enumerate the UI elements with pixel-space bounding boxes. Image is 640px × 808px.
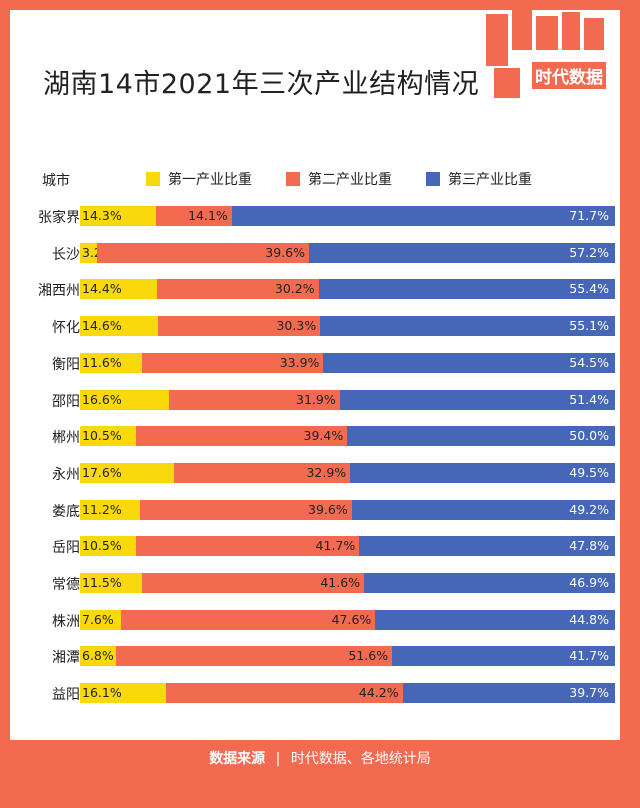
data-source: 数据来源 | 时代数据、各地统计局 bbox=[0, 748, 640, 768]
bar-row: 10.5% 39.4% 50.0% bbox=[80, 426, 615, 447]
bar-segment-tertiary: 51.4% bbox=[339, 389, 615, 410]
bar-segment-primary: 14.4% bbox=[80, 279, 158, 300]
bar-segment-primary: 16.1% bbox=[80, 683, 167, 704]
bar-row: 14.6% 30.3% 55.1% bbox=[80, 316, 615, 337]
bar-segment-primary: 11.5% bbox=[80, 573, 142, 593]
bar-segment-tertiary: 49.2% bbox=[351, 499, 615, 520]
bar-segment-secondary: 30.3% bbox=[158, 316, 321, 337]
bar-segment-tertiary: 55.4% bbox=[318, 279, 615, 300]
bar-segment-secondary: 51.6% bbox=[116, 646, 393, 667]
bar-segment-tertiary: 47.8% bbox=[359, 536, 615, 557]
brand-logo: 时代数据 bbox=[474, 2, 634, 102]
bar-segment-primary: 14.3% bbox=[80, 206, 157, 226]
bar-row: 7.6% 47.6% 44.8% bbox=[80, 609, 615, 630]
city-label: 郴州 bbox=[52, 430, 80, 447]
city-label: 株洲 bbox=[52, 613, 80, 630]
bar-segment-secondary: 41.6% bbox=[141, 573, 365, 593]
source-label: 数据来源 bbox=[209, 751, 266, 767]
source-separator: | bbox=[275, 751, 281, 767]
bar-row: 6.8% 51.6% 41.7% bbox=[80, 646, 615, 667]
bar-row: 3.2%39.6%57.2% bbox=[80, 242, 615, 263]
bar-segment-secondary: 30.2% bbox=[157, 279, 319, 300]
bar-segment-primary: 10.5% bbox=[80, 536, 137, 557]
legend-label-tertiary: 第三产业比重 bbox=[448, 172, 532, 188]
bar-segment-primary: 16.6% bbox=[80, 389, 169, 410]
chart-title: 湖南14市2021年三次产业结构情况 bbox=[43, 69, 480, 100]
bar-row: 16.1% 44.2% 39.7% bbox=[80, 683, 615, 704]
bar-segment-secondary: 32.9% bbox=[174, 462, 351, 483]
city-label: 衡阳 bbox=[52, 356, 80, 373]
bar-segment-tertiary: 50.0% bbox=[347, 426, 615, 447]
bar-segment-secondary: 47.6% bbox=[120, 609, 376, 630]
bar-segment-secondary: 31.9% bbox=[168, 389, 340, 410]
city-label: 湘潭 bbox=[52, 650, 80, 667]
bar-segment-primary: 7.6% bbox=[80, 609, 121, 630]
bar-segment-secondary: 39.6% bbox=[139, 499, 352, 520]
bar-row: 14.3% 14.1% 71.7% bbox=[80, 206, 615, 226]
legend-item-secondary: 第二产业比重 bbox=[286, 169, 392, 189]
bar-row: 11.5% 41.6% 46.9% bbox=[80, 573, 615, 593]
bar-segment-tertiary: 71.7% bbox=[231, 206, 615, 226]
city-label: 长沙 bbox=[52, 246, 80, 263]
bar-segment-primary: 11.6% bbox=[80, 352, 143, 373]
legend-item-primary: 第一产业比重 bbox=[146, 169, 252, 189]
bar-row: 11.6% 33.9% 54.5% bbox=[80, 352, 615, 373]
legend-swatch-secondary bbox=[286, 172, 300, 186]
bar-segment-secondary: 33.9% bbox=[142, 352, 324, 373]
legend-swatch-tertiary bbox=[426, 172, 440, 186]
bar-segment-secondary: 44.2% bbox=[166, 683, 403, 704]
bar-segment-tertiary: 57.2% bbox=[308, 242, 615, 263]
bar-segment-secondary: 39.4% bbox=[136, 426, 348, 447]
city-label: 张家界 bbox=[38, 210, 80, 226]
bar-segment-secondary: 14.1% bbox=[156, 206, 232, 226]
bar-row: 17.6% 32.9% 49.5% bbox=[80, 462, 615, 483]
bar-segment-primary: 14.6% bbox=[80, 316, 159, 337]
city-label: 娄底 bbox=[52, 503, 80, 520]
source-value: 时代数据、各地统计局 bbox=[290, 751, 431, 767]
bar-segment-primary: 10.5% bbox=[80, 426, 137, 447]
bar-row: 16.6% 31.9% 51.4% bbox=[80, 389, 615, 410]
legend-item-tertiary: 第三产业比重 bbox=[426, 169, 532, 189]
legend-label-secondary: 第二产业比重 bbox=[308, 172, 392, 188]
city-label: 益阳 bbox=[52, 687, 80, 704]
city-label: 邵阳 bbox=[52, 393, 80, 410]
bar-segment-primary: 11.2% bbox=[80, 499, 140, 520]
city-label: 常德 bbox=[52, 577, 80, 593]
bar-row: 10.5% 41.7% 47.8% bbox=[80, 536, 615, 557]
bar-segment-primary: 17.6% bbox=[80, 462, 175, 483]
city-label: 永州 bbox=[52, 466, 80, 483]
bar-segment-secondary: 39.6% bbox=[97, 242, 309, 263]
bar-segment-primary: 3.2% bbox=[80, 242, 114, 263]
city-label: 怀化 bbox=[52, 320, 80, 337]
bar-row: 14.4% 30.2% 55.4% bbox=[80, 279, 615, 300]
bar-row: 11.2% 39.6% 49.2% bbox=[80, 499, 615, 520]
bar-segment-tertiary: 41.7% bbox=[392, 646, 615, 667]
bar-segment-primary: 6.8% bbox=[80, 646, 117, 667]
bar-segment-tertiary: 55.1% bbox=[320, 316, 615, 337]
bar-segment-tertiary: 46.9% bbox=[364, 573, 615, 593]
legend-swatch-primary bbox=[146, 172, 160, 186]
legend-label-primary: 第一产业比重 bbox=[168, 172, 252, 188]
bar-segment-tertiary: 49.5% bbox=[350, 462, 615, 483]
chart-card bbox=[10, 10, 620, 740]
bar-segment-tertiary: 54.5% bbox=[323, 352, 615, 373]
brand-text: 时代数据 bbox=[532, 62, 606, 89]
city-label: 岳阳 bbox=[52, 540, 80, 557]
bar-segment-tertiary: 44.8% bbox=[375, 609, 615, 630]
city-column-header: 城市 bbox=[42, 173, 70, 189]
bar-segment-secondary: 41.7% bbox=[136, 536, 360, 557]
city-label: 湘西州 bbox=[38, 283, 80, 300]
bar-segment-tertiary: 39.7% bbox=[402, 683, 615, 704]
